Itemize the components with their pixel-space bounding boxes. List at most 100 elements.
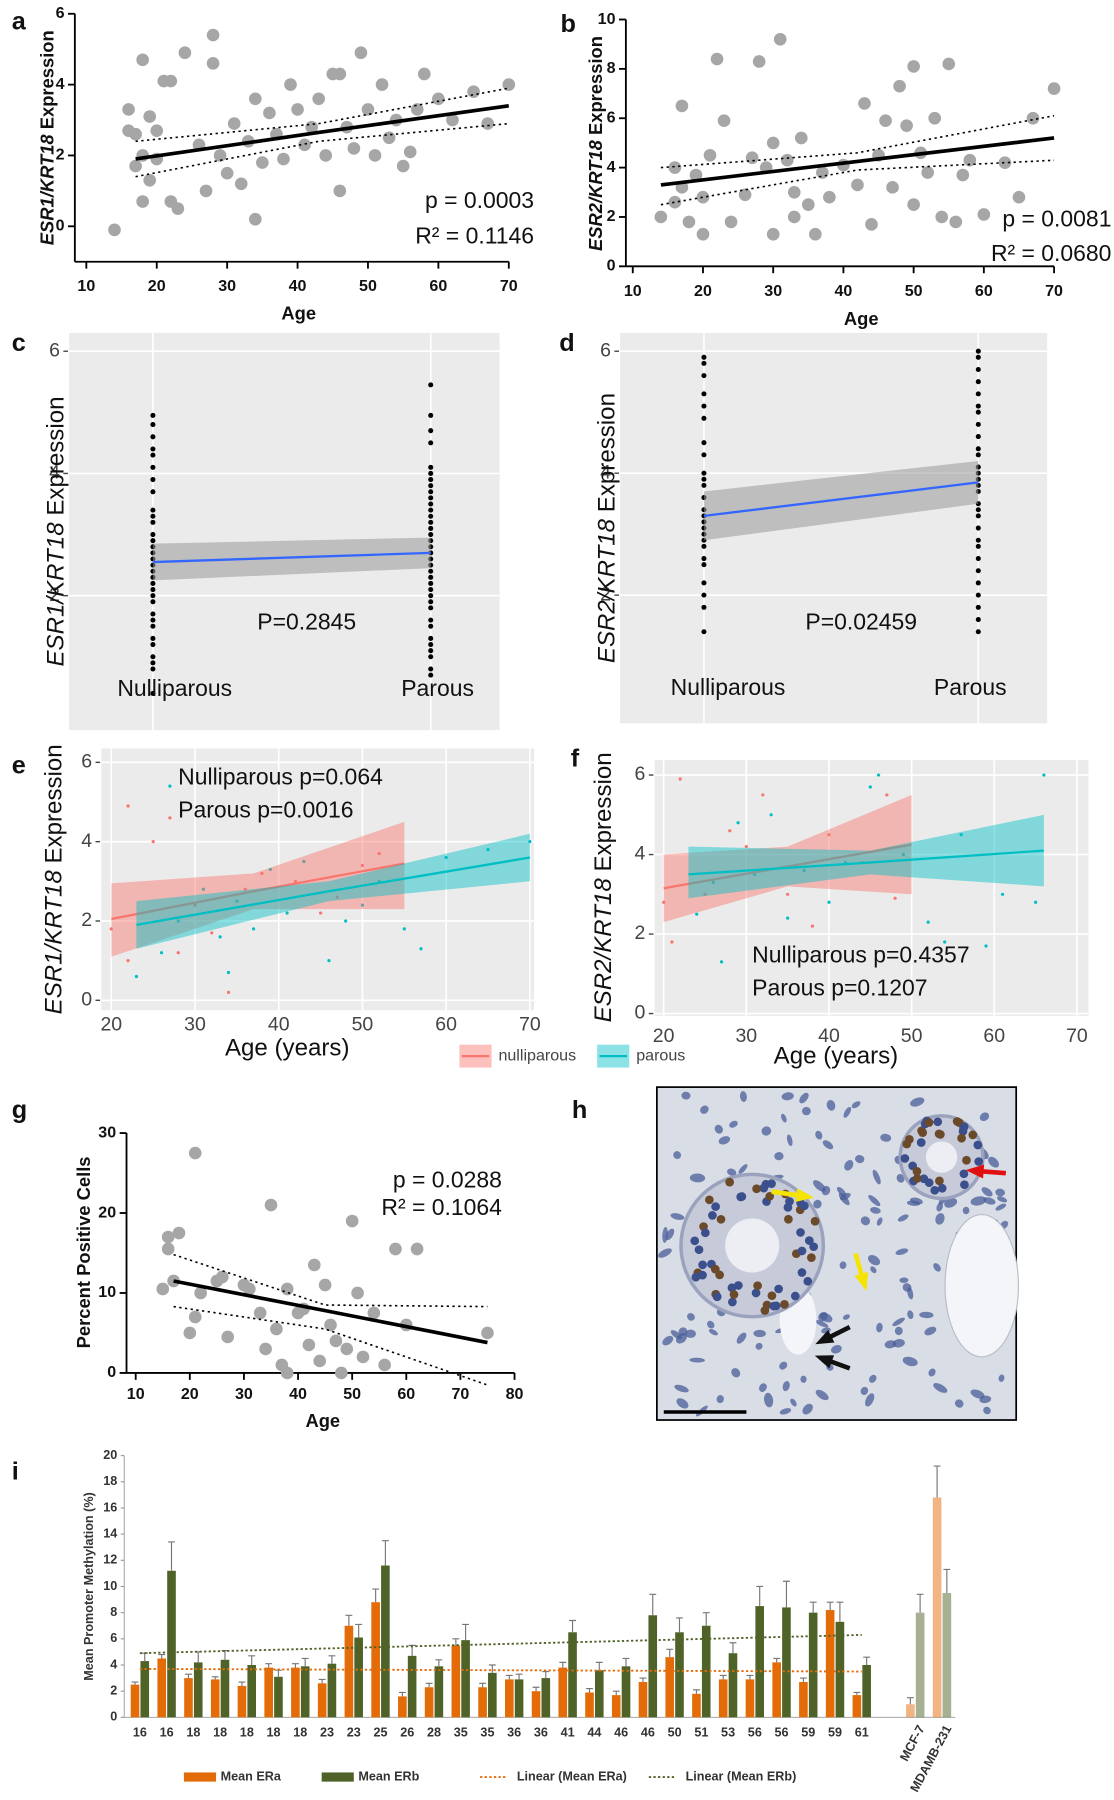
- data-point: [419, 947, 423, 951]
- gland-nucleus: [698, 1270, 707, 1280]
- error-bar: [158, 1653, 166, 1659]
- data-point: [164, 74, 178, 88]
- x-tick-label: 41: [561, 1726, 575, 1740]
- gland-nucleus: [767, 1179, 776, 1189]
- bar: [220, 1659, 230, 1718]
- y-tick-label: 18: [103, 1474, 117, 1488]
- nucleus: [800, 1375, 807, 1383]
- data-point: [428, 580, 434, 586]
- y-tick-label: 10: [103, 1579, 117, 1593]
- error-bar: [933, 1465, 941, 1498]
- data-point: [307, 1258, 321, 1272]
- nucleus: [870, 1207, 881, 1214]
- y-tick-label: 4: [110, 1657, 117, 1671]
- data-point: [403, 145, 417, 159]
- data-point: [335, 1366, 348, 1380]
- data-point: [428, 428, 434, 434]
- data-point: [701, 354, 707, 360]
- nucleus: [738, 1164, 748, 1174]
- x-tick-label: 53: [721, 1726, 735, 1740]
- data-point: [150, 666, 156, 672]
- x-tick-label: 60: [397, 1385, 415, 1403]
- data-point: [312, 92, 325, 106]
- bar: [558, 1667, 568, 1718]
- annotation: P=0.02459: [805, 608, 917, 634]
- data-point: [766, 136, 780, 150]
- data-point: [752, 872, 757, 877]
- bar: [745, 1679, 755, 1718]
- nucleus: [995, 1203, 1007, 1211]
- data-point: [428, 642, 434, 648]
- x-tick-label: 44: [587, 1726, 601, 1740]
- gland-nucleus: [803, 1276, 813, 1286]
- data-point: [868, 785, 872, 789]
- bar: [371, 1602, 380, 1718]
- error-bar: [515, 1673, 523, 1680]
- nucleus: [997, 1196, 1008, 1203]
- data-point: [210, 931, 214, 935]
- bar: [488, 1672, 497, 1718]
- x-tick-label: 56: [748, 1726, 762, 1740]
- data-point: [428, 672, 434, 678]
- nucleus: [665, 1228, 675, 1241]
- gland-nucleus: [912, 1174, 922, 1183]
- data-point: [171, 202, 185, 215]
- data-point: [975, 525, 981, 531]
- x-tick-label: 30: [235, 1385, 253, 1403]
- x-tick-label: 20: [148, 277, 166, 295]
- data-point: [787, 210, 801, 224]
- data-point: [975, 421, 981, 427]
- data-point: [696, 190, 710, 204]
- data-point: [218, 935, 222, 939]
- data-point: [109, 927, 113, 931]
- data-point: [444, 855, 448, 860]
- data-point: [263, 106, 276, 120]
- data-point: [810, 924, 815, 928]
- data-point: [752, 55, 766, 68]
- y-tick-label: 4: [607, 158, 616, 176]
- gland-nucleus: [698, 1260, 707, 1270]
- x-axis-label: Age: [844, 308, 879, 329]
- nucleus: [685, 1329, 696, 1338]
- bar: [638, 1682, 648, 1718]
- gland-nucleus: [918, 1128, 928, 1137]
- data-point: [333, 67, 347, 81]
- x-tick-label: 59: [801, 1726, 815, 1740]
- data-point: [176, 919, 180, 923]
- error-bar: [462, 1623, 470, 1641]
- gland-nucleus: [924, 1118, 934, 1127]
- error-bar: [398, 1691, 406, 1697]
- y-tick-label: 10: [98, 1283, 116, 1301]
- x-tick-label: 70: [1066, 1025, 1088, 1047]
- data-point: [280, 1282, 294, 1296]
- data-point: [428, 532, 434, 538]
- data-point: [150, 654, 156, 660]
- x-tick-label: 50: [901, 1025, 923, 1047]
- data-point: [428, 574, 434, 580]
- data-point: [243, 887, 247, 891]
- data-point: [150, 519, 156, 525]
- bar: [274, 1676, 283, 1718]
- data-point: [428, 501, 434, 507]
- bar: [424, 1687, 434, 1718]
- data-point: [134, 974, 139, 979]
- nucleus: [755, 1342, 763, 1350]
- positive-nucleus: [780, 1300, 789, 1309]
- nucleus: [988, 1156, 1000, 1168]
- legend-label: Linear (Mean ERb): [686, 1769, 797, 1783]
- bar: [718, 1679, 728, 1718]
- data-point: [270, 1322, 283, 1336]
- bar: [825, 1610, 835, 1718]
- bar: [594, 1670, 604, 1718]
- x-tick-label: 56: [775, 1726, 789, 1740]
- data-point: [150, 513, 156, 519]
- data-point: [396, 159, 410, 173]
- data-point: [701, 604, 707, 610]
- annotation: P=0.2845: [257, 608, 356, 634]
- nucleus: [786, 1134, 793, 1147]
- fit-line: [663, 843, 912, 890]
- nucleus: [919, 1311, 934, 1319]
- bar: [621, 1666, 631, 1718]
- nucleus: [870, 1266, 877, 1274]
- y-axis-label: Percent Positive Cells: [73, 1157, 94, 1349]
